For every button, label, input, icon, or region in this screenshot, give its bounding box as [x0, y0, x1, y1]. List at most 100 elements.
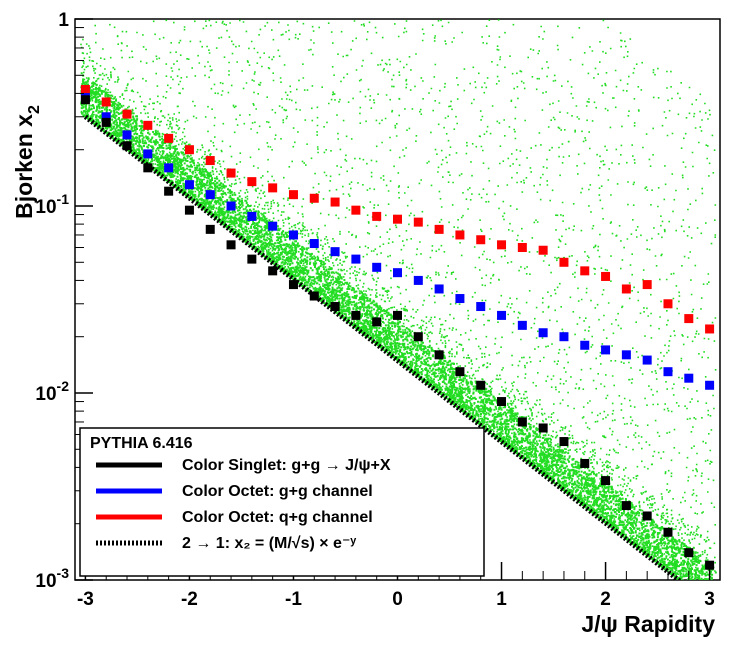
data-point: [351, 310, 361, 320]
data-point: [517, 242, 527, 252]
y-tick-base: 1: [58, 10, 69, 31]
data-point: [580, 458, 590, 468]
data-point: [642, 355, 652, 365]
series-layer: [80, 84, 715, 580]
data-point: [642, 511, 652, 521]
data-point: [684, 548, 694, 558]
scatter-band: [80, 72, 717, 580]
data-point: [205, 190, 215, 200]
data-point: [621, 501, 631, 511]
data-point: [455, 294, 465, 304]
x-tick-label: -3: [77, 589, 94, 610]
y-tick-label: 10-3: [35, 565, 69, 592]
data-point: [455, 367, 465, 377]
y-tick-exponent: -1: [57, 191, 70, 207]
data-point: [143, 120, 153, 130]
data-point: [184, 180, 194, 190]
y-axis-title: Bjorken x2: [11, 105, 43, 219]
legend-box: [79, 427, 485, 577]
data-point: [247, 254, 257, 264]
kinematic-line: [83, 114, 683, 580]
data-point: [351, 205, 361, 215]
data-point: [663, 367, 673, 377]
data-point: [184, 145, 194, 155]
data-point: [642, 280, 652, 290]
data-point: [309, 193, 319, 203]
data-point: [372, 262, 382, 272]
data-point: [226, 168, 236, 178]
data-point: [288, 230, 298, 240]
data-point: [101, 117, 111, 127]
legend-label: Color Singlet: g+g → J/ψ+X: [182, 457, 391, 474]
data-point: [268, 266, 278, 276]
data-point: [247, 211, 257, 221]
data-point: [101, 97, 111, 107]
data-point: [601, 271, 611, 281]
data-point: [455, 230, 465, 240]
legend-label: Color Octet: g+g channel: [182, 483, 373, 500]
x-tick-label: 0: [392, 589, 403, 610]
x-tick-label: -2: [181, 589, 198, 610]
y-axis-subscript: 2: [26, 105, 43, 114]
data-point: [330, 197, 340, 207]
data-point: [601, 476, 611, 486]
y-tick-exponent: -2: [57, 378, 70, 394]
data-point: [80, 84, 90, 94]
series-3: [83, 114, 683, 580]
data-point: [663, 527, 673, 537]
data-point: [184, 205, 194, 215]
data-point: [309, 291, 319, 301]
data-point: [580, 266, 590, 276]
legend-label: 2 → 1: x₂ = (M/√s) × e⁻ʸ: [182, 535, 356, 552]
data-point: [663, 299, 673, 309]
data-point: [705, 380, 715, 390]
data-point: [497, 397, 507, 407]
data-point: [621, 350, 631, 360]
data-point: [497, 240, 507, 250]
y-tick-label: 1: [58, 10, 69, 31]
data-point: [580, 340, 590, 350]
data-point: [226, 240, 236, 250]
x-tick-label: 2: [600, 589, 611, 610]
data-point: [434, 284, 444, 294]
y-tick-base: 10: [35, 384, 56, 405]
y-tick-exponent: -3: [57, 565, 70, 581]
data-point: [476, 380, 486, 390]
data-point: [559, 437, 569, 447]
data-point: [413, 217, 423, 227]
data-point: [80, 95, 90, 105]
data-point: [476, 302, 486, 312]
data-point: [538, 423, 548, 433]
data-point: [205, 224, 215, 234]
y-tick-base: 10: [35, 571, 56, 592]
data-point: [684, 314, 694, 324]
data-point: [351, 254, 361, 264]
legend: PYTHIA 6.416 Color Singlet: g+g → J/ψ+X C…: [79, 427, 485, 577]
data-point: [601, 345, 611, 355]
data-point: [434, 224, 444, 234]
scatter-cloud: [80, 19, 717, 580]
data-point: [621, 284, 631, 294]
data-point: [288, 280, 298, 290]
data-point: [393, 268, 402, 278]
legend-header: PYTHIA 6.416: [90, 435, 193, 452]
data-point: [476, 235, 486, 245]
data-point: [164, 186, 174, 196]
data-point: [122, 141, 132, 151]
data-point: [559, 257, 569, 267]
series-2: [80, 95, 715, 570]
data-point: [164, 133, 174, 143]
data-point: [143, 149, 153, 159]
series-0: [80, 84, 715, 334]
data-point: [101, 112, 111, 122]
data-point: [205, 156, 215, 166]
data-point: [413, 275, 423, 285]
data-point: [164, 163, 174, 173]
x-tick-label: 3: [704, 589, 715, 610]
data-point: [309, 239, 319, 249]
data-point: [517, 320, 527, 330]
data-point: [684, 373, 694, 383]
y-tick-label: 10-1: [35, 191, 69, 218]
y-tick-label: 10-2: [35, 378, 69, 405]
